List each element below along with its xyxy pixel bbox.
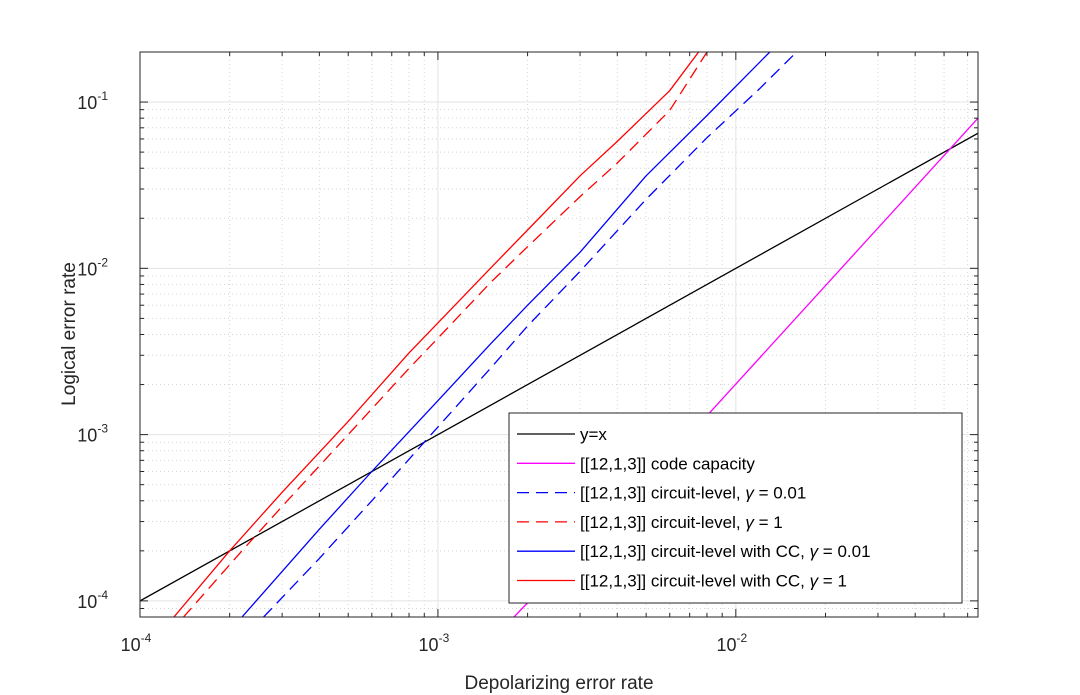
- x-axis-label: Depolarizing error rate: [464, 673, 653, 694]
- x-tick-label: 10-4: [121, 631, 152, 655]
- y-tick-label: 10-3: [77, 422, 108, 446]
- series-line-y-x: [140, 132, 978, 602]
- legend-box: [508, 412, 963, 604]
- legend-label: y=x: [580, 425, 607, 444]
- x-tick-label: 10-3: [419, 631, 450, 655]
- ticks-layer: [139, 52, 978, 617]
- y-tick-label: 10-4: [77, 588, 108, 612]
- y-tick-label: 10-2: [77, 255, 108, 279]
- x-tick-label: 10-2: [716, 631, 747, 655]
- y-axis-label: Logical error rate: [59, 262, 80, 406]
- series-line-12-1-3-circuit-level-0-01: [263, 52, 798, 617]
- series-line-12-1-3-circuit-level-with-cc-0-01: [241, 52, 771, 617]
- legend-label: [[12,1,3]] code capacity: [580, 454, 755, 473]
- legend-label: [[12,1,3]] circuit-level, γ = 1: [580, 513, 783, 532]
- legend: y=x [[12,1,3]] code capacity [[12,1,3]] ci…: [508, 412, 963, 604]
- legend-items: y=x [[12,1,3]] code capacity [[12,1,3]] ci…: [517, 425, 871, 591]
- tick-labels: 10-4 10-3 10-2 10-4 10-3 10-2 10-1: [77, 89, 747, 655]
- legend-label: [[12,1,3]] circuit-level, γ = 0.01: [580, 484, 806, 503]
- y-tick-label: 10-1: [77, 89, 108, 113]
- legend-label: [[12,1,3]] circuit-level with CC, γ = 1: [580, 572, 847, 591]
- legend-label: [[12,1,3]] circuit-level with CC, γ = 0.…: [580, 542, 871, 561]
- series-line-12-1-3-circuit-level-with-cc-1: [173, 52, 700, 617]
- series-line-12-1-3-circuit-level-1: [183, 52, 708, 617]
